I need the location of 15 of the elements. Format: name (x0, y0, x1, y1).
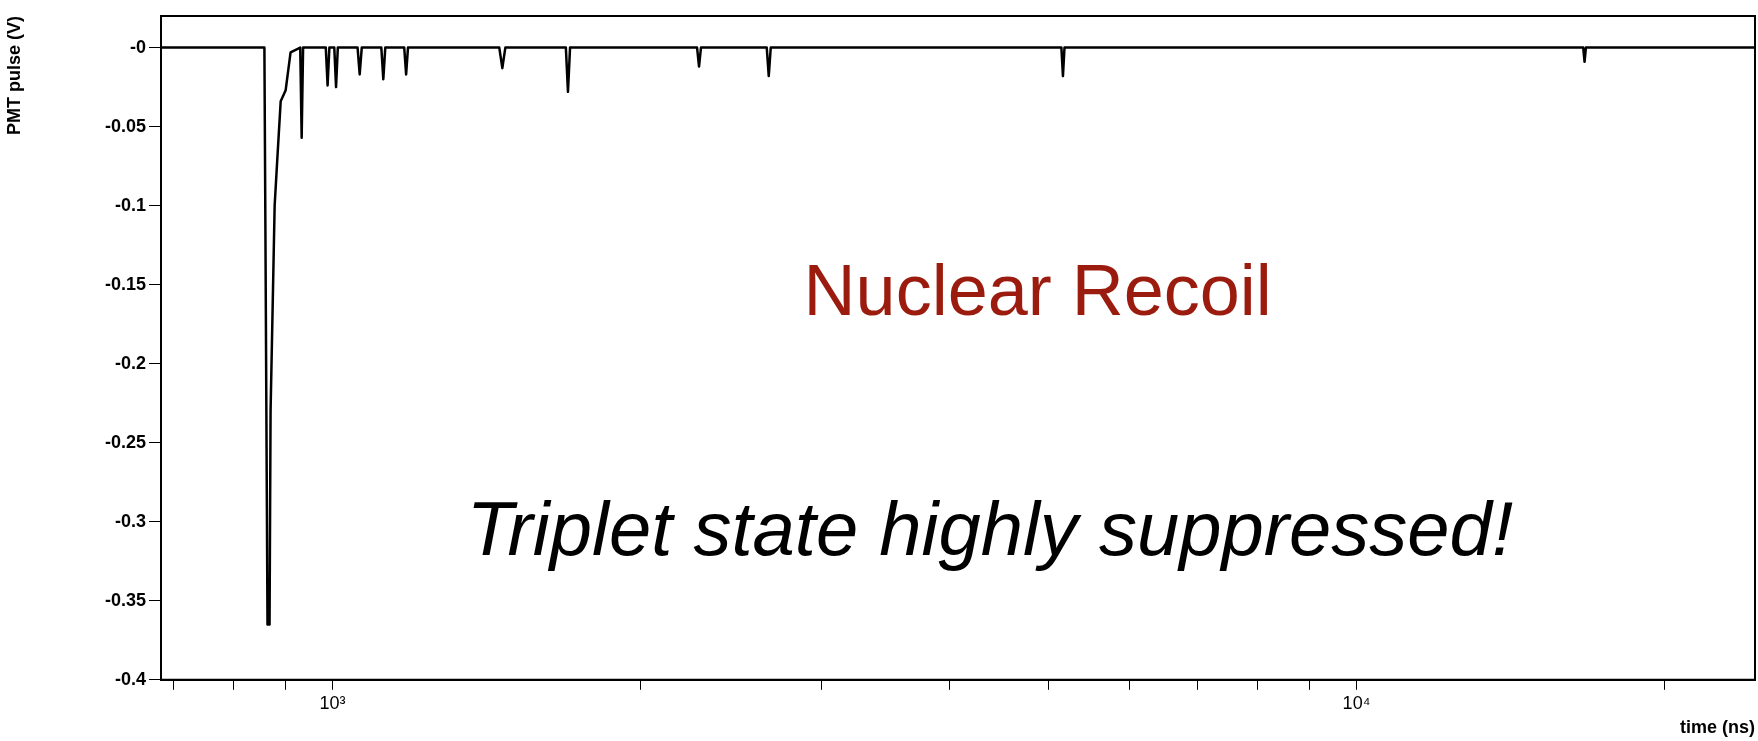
y-tick-label: -0.05 (104, 115, 146, 136)
y-tick-label: -0 (129, 36, 146, 57)
y-tick-label: -0.1 (114, 194, 146, 215)
x-tick-label: 10³ (319, 692, 346, 713)
annotation: Nuclear Recoil (803, 249, 1272, 330)
y-tick-label: -0.2 (114, 352, 146, 373)
y-tick-label: -0.3 (114, 510, 146, 531)
y-tick-label: -0.15 (104, 273, 146, 294)
y-tick-label: -0.4 (114, 668, 146, 689)
y-tick-label: -0.35 (104, 589, 146, 610)
y-axis-title: PMT pulse (V) (3, 16, 24, 136)
x-axis-title: time (ns) (1679, 717, 1755, 738)
annotation: Triplet state highly suppressed! (466, 485, 1513, 571)
y-tick-label: -0.25 (104, 431, 146, 452)
x-tick-label: 10⁴ (1342, 692, 1371, 713)
